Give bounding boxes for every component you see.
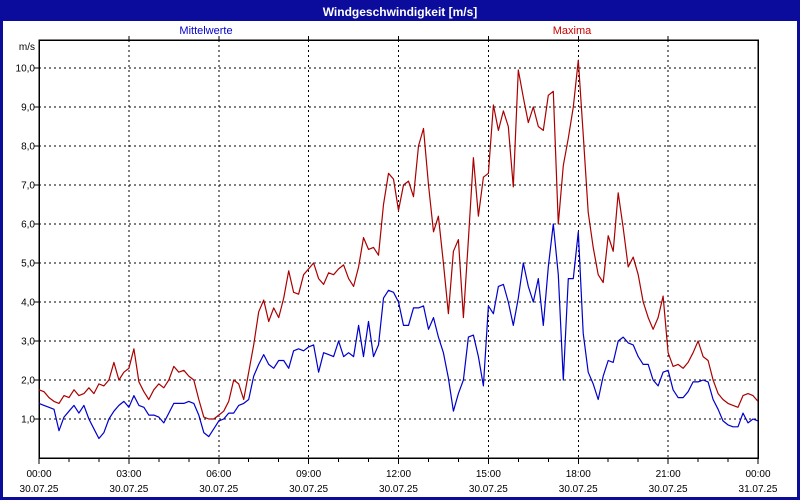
svg-text:6,0: 6,0 <box>21 220 35 231</box>
svg-text:30.07.25: 30.07.25 <box>379 484 418 495</box>
svg-text:30.07.25: 30.07.25 <box>199 484 238 495</box>
legend-maxima-label: Maxima <box>552 25 592 37</box>
svg-text:15:00: 15:00 <box>476 469 501 480</box>
axis-ticks <box>34 36 759 464</box>
svg-text:30.07.25: 30.07.25 <box>289 484 328 495</box>
svg-text:10,0: 10,0 <box>16 64 36 75</box>
svg-text:7,0: 7,0 <box>21 181 35 192</box>
svg-text:30.07.25: 30.07.25 <box>559 484 598 495</box>
svg-text:06:00: 06:00 <box>206 469 231 480</box>
plot-frame <box>38 39 759 459</box>
series-lines <box>38 59 759 440</box>
svg-text:03:00: 03:00 <box>116 469 141 480</box>
svg-text:12:00: 12:00 <box>386 469 411 480</box>
svg-text:09:00: 09:00 <box>296 469 321 480</box>
svg-text:30.07.25: 30.07.25 <box>109 484 148 495</box>
y-tick-labels: 1,0 2,0 3,0 4,0 5,0 6,0 7,0 8,0 9,0 10,0 <box>16 64 36 426</box>
svg-text:3,0: 3,0 <box>21 337 35 348</box>
title-bar: Windgeschwindigkeit [m/s] <box>3 3 797 21</box>
svg-text:1,0: 1,0 <box>21 415 35 426</box>
svg-text:m/s: m/s <box>19 42 35 53</box>
svg-text:9,0: 9,0 <box>21 103 35 114</box>
svg-text:2,0: 2,0 <box>21 376 35 387</box>
svg-text:8,0: 8,0 <box>21 142 35 153</box>
mittelwerte-line <box>38 223 759 440</box>
svg-text:30.07.25: 30.07.25 <box>649 484 688 495</box>
window-title: Windgeschwindigkeit [m/s] <box>322 5 478 19</box>
svg-text:5,0: 5,0 <box>21 259 35 270</box>
legend-mittelwerte-label: Mittelwerte <box>179 25 233 37</box>
svg-text:00:00: 00:00 <box>26 469 51 480</box>
svg-text:4,0: 4,0 <box>21 298 35 309</box>
svg-text:21:00: 21:00 <box>656 469 681 480</box>
maxima-line <box>38 59 759 420</box>
y-axis-unit-label: m/s <box>19 42 35 53</box>
svg-text:18:00: 18:00 <box>566 469 591 480</box>
x-tick-labels: 00:00 30.07.25 03:00 30.07.25 06:00 30.07.25 0… <box>20 469 778 495</box>
svg-text:00:00: 00:00 <box>745 469 770 480</box>
svg-text:31.07.25: 31.07.25 <box>739 484 778 495</box>
svg-text:30.07.25: 30.07.25 <box>469 484 508 495</box>
svg-text:30.07.25: 30.07.25 <box>20 484 59 495</box>
